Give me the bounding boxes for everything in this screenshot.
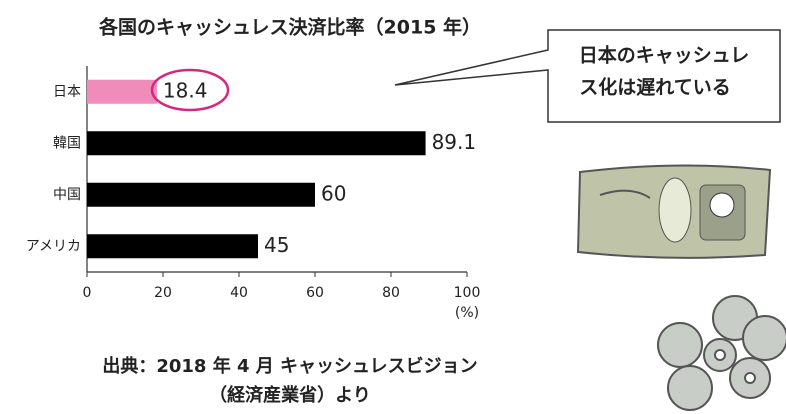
bar: [87, 80, 157, 104]
bar: [87, 183, 315, 207]
banknote-illustration: [578, 165, 770, 257]
value-label: 89.1: [432, 130, 477, 154]
value-label: 18.4: [163, 78, 208, 102]
bar: [87, 234, 258, 258]
x-tick-label: 80: [382, 285, 400, 301]
source-note: （経済産業省）より: [209, 384, 371, 406]
value-label: 60: [321, 181, 346, 205]
y-tick-label: 日本: [53, 84, 81, 100]
chart: 各国のキャッシュレス決済比率（2015 年） 日本のキャッシュレ ス化は遅れてい…: [0, 0, 786, 414]
x-tick-label: 40: [230, 285, 248, 301]
y-tick-label: 韓国: [53, 135, 81, 151]
chart-title: 各国のキャッシュレス決済比率（2015 年）: [98, 16, 481, 39]
x-tick-label: 100: [454, 285, 481, 301]
x-tick-label: 60: [306, 285, 324, 301]
value-label: 45: [264, 233, 289, 257]
x-tick-label: 0: [83, 285, 92, 301]
source-note: 出典：2018 年 4 月 キャッシュレスビジョン: [102, 355, 477, 377]
y-tick-label: アメリカ: [26, 238, 81, 254]
x-axis-label: (%): [455, 305, 479, 321]
callout-line: 日本のキャッシュレ: [579, 44, 750, 67]
callout-line: ス化は遅れている: [579, 76, 730, 99]
x-tick-label: 20: [154, 285, 172, 301]
coins-illustration: [658, 296, 786, 410]
y-tick-label: 中国: [53, 187, 81, 203]
bar: [87, 131, 426, 155]
